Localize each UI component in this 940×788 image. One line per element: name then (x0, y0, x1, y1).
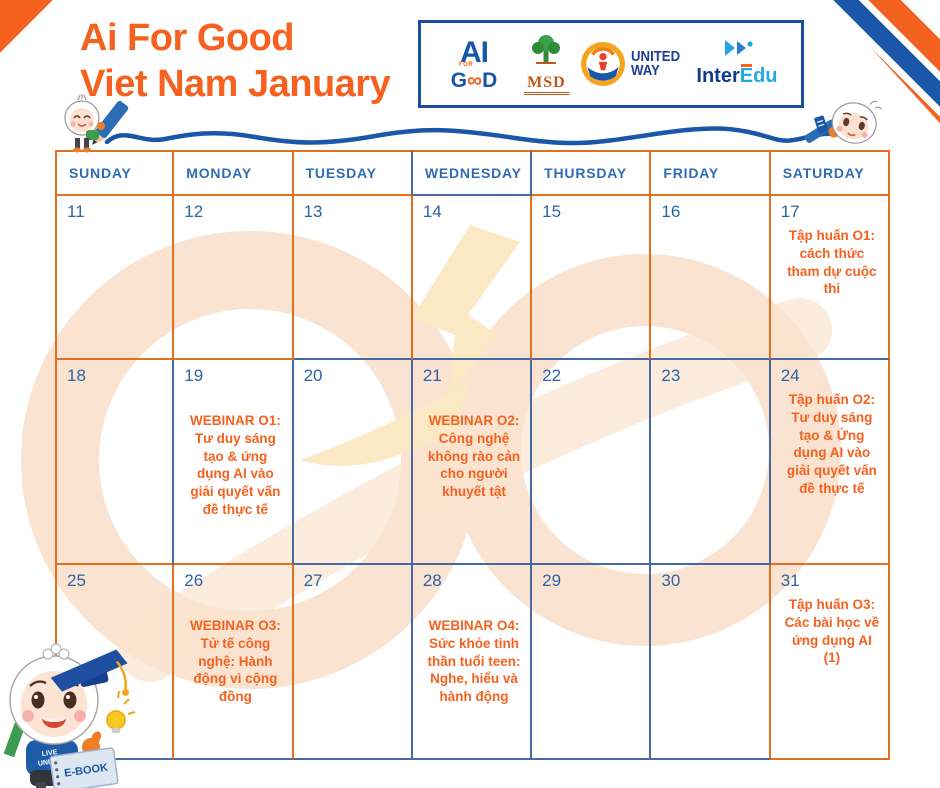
date-number: 26 (184, 571, 204, 590)
day-cell-20: 20 (293, 360, 413, 565)
date-number: 31 (780, 571, 800, 590)
event-text: Tập huấn O3: Các bài học về ứng dụng AI … (784, 597, 880, 666)
day-cell-11: 11 (55, 196, 175, 360)
day-cell-28: 28 WEBINAR O4: Sức khỏe tinh thần tuổi te… (412, 565, 533, 760)
day-cell-24: 24 Tập huấn O2: Tư duy sáng tạo & Ứng dụn… (770, 360, 890, 565)
event-text: WEBINAR O1: Tư duy sáng tạo & ứng dụng A… (190, 413, 281, 518)
united-way-logo: UNITED WAY (580, 41, 687, 87)
event-text: WEBINAR O2: Công nghệ không rào cản cho … (427, 413, 521, 500)
day-cell-27: 27 (293, 565, 413, 760)
day-header-saturday: SATURDAY (770, 150, 890, 196)
interedu-edu: Edu (739, 64, 778, 87)
day-cell-19: 19 WEBINAR O1: Tư duy sáng tạo & ứng dụng… (174, 360, 294, 565)
date-number: 29 (542, 571, 562, 590)
wavy-line (104, 126, 836, 146)
good-g: G (450, 68, 468, 92)
shirt-text-live: LIVE (41, 749, 58, 758)
ai-for-good-logo-good: G∞D (435, 70, 513, 91)
ai-for-good-logo-ai: AI (460, 35, 489, 69)
page-title: Ai For Good Viet Nam January (80, 16, 391, 107)
day-cell-21: 21 WEBINAR O2: Công nghệ không rào cản ch… (412, 360, 533, 565)
date-number: 19 (184, 366, 204, 385)
event-text: WEBINAR O3: Tử tế công nghệ: Hành động v… (190, 618, 281, 705)
date-number: 16 (661, 202, 681, 221)
infinity-icon: ∞ (467, 68, 483, 92)
day-header-monday: MONDAY (174, 150, 294, 196)
msd-tree-icon (532, 35, 561, 64)
date-number: 30 (661, 571, 681, 590)
day-header-wednesday: WEDNESDAY (412, 150, 533, 196)
msd-logo-label: MSD (524, 74, 569, 95)
interedu-inter: Inter (696, 65, 740, 87)
day-cell-14: 14 (412, 196, 533, 360)
calendar-grid: SUNDAY MONDAY TUESDAY WEDNESDAY THURSDAY… (55, 150, 890, 760)
date-number: 21 (422, 366, 442, 385)
graduation-cap-icon (50, 649, 130, 696)
date-number: 24 (780, 366, 800, 385)
day-cell-26: 26 WEBINAR O3: Tử tế công nghệ: Hành động… (174, 565, 294, 760)
date-number: 13 (303, 202, 323, 221)
msd-logo: MSD (513, 33, 579, 95)
ai-for-good-logo-for: FOR (459, 61, 474, 68)
interedu-chevrons-icon (724, 40, 753, 56)
ai-for-good-logo: AI FOR G∞D (435, 35, 513, 91)
day-cell-16: 16 (651, 196, 771, 360)
baby-mascot-pencil-left (64, 94, 129, 153)
day-cell-29: 29 (532, 565, 652, 760)
title-line-2: Viet Nam January (80, 62, 391, 105)
day-cell-18: 18 (55, 360, 175, 565)
good-d: D (482, 68, 498, 92)
day-cell-30: 30 (651, 565, 771, 760)
date-number: 25 (67, 571, 86, 590)
day-cell-15: 15 (532, 196, 652, 360)
baby-mascot-graduate: LIVE UNITED (3, 643, 136, 788)
day-header-friday: FRIDAY (651, 150, 771, 196)
day-header-sunday: SUNDAY (55, 150, 175, 196)
event-text: Tập huấn O2: Tư duy sáng tạo & Ứng dụng … (786, 392, 877, 497)
date-number: 18 (67, 366, 86, 385)
lightbulb-icon (106, 690, 136, 733)
united-way-line1: UNITED (630, 47, 680, 65)
day-cell-22: 22 (532, 360, 652, 565)
paper-plane-watermark (300, 225, 520, 466)
day-cell-17: 17 Tập huấn O1: cách thức tham dự cuộc th… (770, 196, 890, 360)
united-way-icon (580, 42, 625, 86)
date-number: 20 (303, 366, 323, 385)
interedu-label: Inter Edu (687, 64, 787, 88)
date-number: 12 (184, 202, 204, 221)
interedu-logo: Inter Edu (687, 40, 787, 88)
event-text: Tập huấn O1: cách thức tham dự cuộc thi (787, 228, 877, 297)
day-header-tuesday: TUESDAY (293, 150, 413, 196)
date-number: 22 (542, 366, 562, 385)
interedu-accent-bar (740, 64, 752, 67)
date-number: 27 (303, 571, 323, 590)
united-way-line2: WAY (630, 62, 660, 79)
ebook-laptop: E-BOOK (49, 747, 119, 788)
partner-logo-strip: AI FOR G∞D MSD UNITED (418, 20, 804, 108)
corner-stripe-top-left (0, 0, 67, 58)
day-cell-23: 23 (651, 360, 771, 565)
day-cell-31: 31 Tập huấn O3: Các bài học về ứng dụng A… (770, 565, 890, 760)
date-number: 14 (422, 202, 442, 221)
event-text: WEBINAR O4: Sức khỏe tinh thần tuổi teen… (427, 618, 521, 705)
day-header-thursday: THURSDAY (532, 150, 652, 196)
united-way-label: UNITED WAY (630, 47, 680, 79)
date-number: 23 (661, 366, 681, 385)
baby-mascot-peeking-right (804, 100, 882, 144)
date-number: 28 (422, 571, 442, 590)
day-cell-13: 13 (293, 196, 413, 360)
title-line-1: Ai For Good (80, 17, 295, 59)
interedu-edu-text: Edu (739, 65, 778, 87)
date-number: 15 (542, 202, 562, 221)
day-cell-12: 12 (174, 196, 294, 360)
infinity-watermark (21, 225, 841, 689)
date-number: 11 (67, 202, 85, 221)
date-number: 17 (780, 202, 800, 221)
